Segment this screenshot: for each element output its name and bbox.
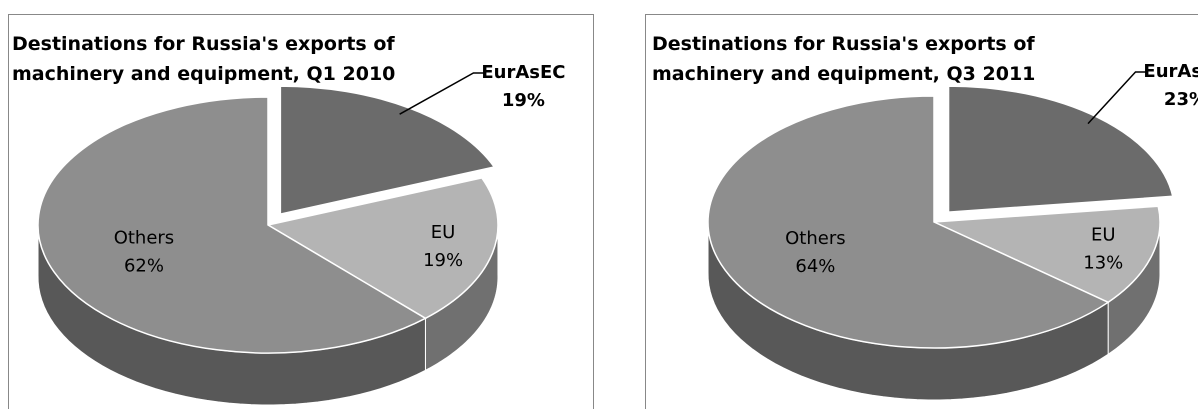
category-label: EurAsEC xyxy=(481,62,565,83)
pie-chart: Destinations for Russia's exports of mach… xyxy=(12,33,565,406)
title-line: Destinations for Russia's exports of xyxy=(652,33,1035,55)
title-line: Destinations for Russia's exports of xyxy=(12,33,395,55)
value-label: 64% xyxy=(795,256,835,277)
category-label: EU xyxy=(431,222,456,243)
value-label: 23% xyxy=(1164,89,1198,110)
category-label: Others xyxy=(114,227,175,248)
chart-title: Destinations for Russia's exports of mach… xyxy=(652,33,1035,85)
pie-slice xyxy=(265,177,499,320)
leader-line xyxy=(1087,71,1148,125)
pie-slice xyxy=(37,96,427,354)
category-label: Others xyxy=(785,228,846,249)
leader-line xyxy=(399,72,486,115)
title-line: machinery and equipment, Q1 2010 xyxy=(12,63,395,85)
value-label: 19% xyxy=(423,250,463,271)
value-label: 19% xyxy=(502,90,545,111)
category-label: EU xyxy=(1091,224,1116,245)
chart-title: Destinations for Russia's exports of mach… xyxy=(12,33,395,85)
pie-slice xyxy=(933,205,1161,304)
pie-chart: Destinations for Russia's exports of mach… xyxy=(652,33,1198,401)
title-line: machinery and equipment, Q3 2011 xyxy=(652,63,1035,85)
value-label: 62% xyxy=(124,255,164,276)
category-label: EurAsEC xyxy=(1143,61,1198,82)
pie-slice xyxy=(947,85,1174,213)
pie-slice xyxy=(707,95,1110,349)
value-label: 13% xyxy=(1083,252,1123,273)
